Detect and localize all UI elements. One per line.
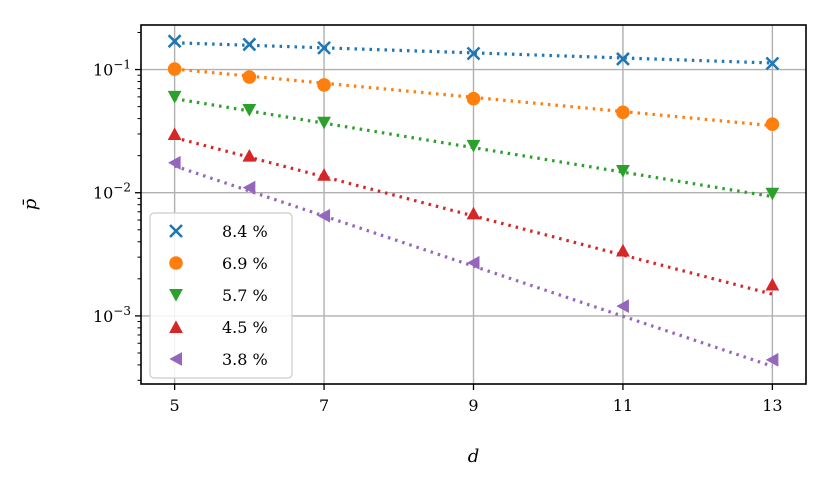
legend-marker-0: [169, 224, 183, 238]
legend-marker-2: [169, 289, 183, 302]
y-axis-label: p̄: [20, 198, 41, 210]
data-point-series-4: [466, 255, 480, 270]
x-marker-stroke: [616, 51, 630, 66]
data-point-series-2: [616, 165, 630, 178]
x-axis-label: d: [468, 446, 480, 467]
data-point-series-1: [242, 70, 257, 84]
data-point-series-4: [765, 352, 779, 367]
fit-line-series-2: [174, 97, 773, 199]
legend-box: [149, 212, 293, 379]
legend: 8.4 % 6.9 % 5.7 % 4.5 % 3.8 %: [149, 212, 293, 379]
data-point-series-4: [317, 208, 331, 223]
data-point-series-3: [242, 149, 257, 162]
legend-label: 5.7 %: [222, 286, 268, 305]
x-marker-stroke: [765, 56, 780, 71]
x-tick-label: 11: [613, 396, 633, 415]
data-point-series-3: [167, 127, 182, 140]
legend-marker-3: [169, 320, 183, 333]
data-point-series-2: [242, 103, 257, 117]
data-point-series-1: [167, 62, 182, 76]
legend-label: 8.4 %: [222, 222, 268, 241]
x-tick-label: 13: [762, 396, 782, 415]
axis-ticks: 5 7 9 11 13 10−3 10−2 10−1: [93, 31, 783, 415]
data-point-series-3: [765, 277, 780, 291]
data-point-series-2: [466, 139, 481, 153]
data-point-series-2: [317, 116, 331, 130]
legend-label: 3.8 %: [222, 350, 268, 369]
x-tick-label: 9: [468, 396, 478, 415]
x-tick-label: 7: [319, 396, 329, 415]
x-marker-stroke: [169, 224, 183, 238]
data-point-series-3: [317, 168, 331, 181]
data-point-series-4: [168, 155, 181, 170]
legend-label: 4.5 %: [222, 318, 268, 337]
x-marker-stroke: [242, 37, 257, 52]
legend-marker-4: [169, 352, 182, 366]
data-point-series-0: [242, 37, 257, 52]
data-point-series-1: [616, 105, 630, 120]
legend-label: 6.9 %: [222, 254, 268, 273]
data-point-series-2: [167, 90, 182, 104]
data-point-series-1: [317, 78, 331, 92]
x-marker-stroke: [317, 40, 331, 55]
data-point-series-4: [242, 180, 256, 195]
data-point-series-3: [466, 206, 481, 220]
x-tick-label: 5: [170, 396, 180, 415]
data-point-series-0: [616, 51, 630, 66]
data-point-series-1: [765, 117, 780, 132]
data-point-series-2: [765, 187, 780, 201]
x-marker-stroke: [466, 46, 481, 61]
y-tick-label: 10−1: [93, 58, 131, 80]
data-point-series-4: [616, 299, 629, 314]
fit-line-series-0: [174, 41, 773, 65]
x-marker-stroke: [167, 34, 182, 49]
data-point-series-0: [466, 46, 481, 61]
y-tick-label: 10−2: [93, 181, 131, 203]
data-point-series-0: [765, 56, 780, 71]
legend-marker-1: [169, 256, 183, 270]
y-tick-label: 10−3: [93, 304, 131, 326]
data-point-series-1: [466, 91, 481, 106]
data-point-series-0: [317, 40, 331, 55]
data-point-series-0: [167, 34, 182, 49]
data-point-series-3: [616, 243, 630, 257]
data-markers: [167, 34, 780, 367]
